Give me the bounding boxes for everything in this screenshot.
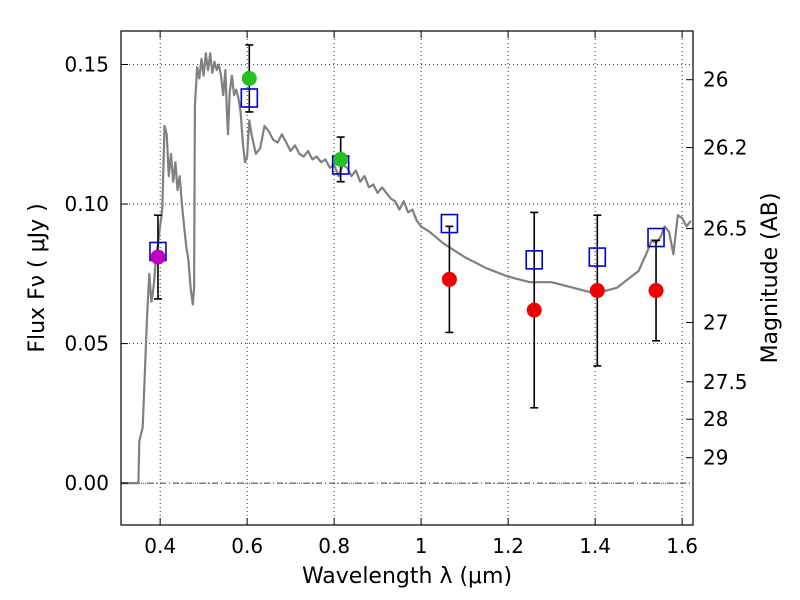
right-axis-title: Magnitude (AB) bbox=[758, 193, 783, 364]
sed-line bbox=[121, 52, 692, 485]
right-tick-label: 26.5 bbox=[703, 217, 748, 241]
x-tick-label: 1.2 bbox=[492, 534, 524, 558]
square-marker bbox=[240, 88, 259, 108]
circle-marker bbox=[441, 271, 457, 287]
circle-marker bbox=[241, 70, 257, 86]
square-marker bbox=[647, 227, 665, 248]
x-tick-label: 0.6 bbox=[231, 534, 263, 558]
right-tick-label: 27 bbox=[703, 311, 728, 335]
y-tick-label: 0.15 bbox=[64, 52, 109, 76]
x-tick-label: 0.4 bbox=[144, 534, 176, 558]
x-axis-title: Wavelength λ (μm) bbox=[302, 564, 512, 589]
right-tick-label: 26 bbox=[703, 68, 728, 92]
model-sed-curve bbox=[121, 52, 692, 485]
circle-marker bbox=[526, 302, 542, 318]
x-tick-label: 1 bbox=[415, 534, 428, 558]
y-tick-label: 0.00 bbox=[64, 471, 109, 495]
grid bbox=[121, 31, 693, 525]
circle-marker bbox=[333, 151, 349, 167]
right-tick-label: 26.2 bbox=[703, 136, 748, 160]
circle-marker bbox=[589, 283, 605, 299]
square-marker bbox=[588, 247, 607, 267]
right-tick-label: 28 bbox=[703, 407, 728, 431]
markers bbox=[149, 70, 665, 318]
y-tick-label: 0.10 bbox=[64, 192, 109, 216]
square-marker bbox=[440, 213, 459, 234]
x-tick-label: 1.6 bbox=[666, 534, 698, 558]
x-tick-label: 1.4 bbox=[579, 534, 611, 558]
y-tick-label: 0.05 bbox=[64, 332, 109, 356]
circle-marker bbox=[648, 283, 664, 299]
y-axis-title: Flux Fν ( μJy ) bbox=[25, 203, 50, 352]
square-marker bbox=[525, 250, 544, 270]
plot-frame bbox=[120, 30, 694, 526]
right-tick-label: 27.5 bbox=[703, 370, 748, 394]
tick-labels: 0.4 0.6 0.8 1 1.2 1.4 1.6 0.00 0.05 0.10 0.15 26 26.… bbox=[64, 52, 747, 558]
x-tick-label: 0.8 bbox=[318, 534, 350, 558]
right-tick-label: 29 bbox=[703, 446, 728, 470]
circle-marker bbox=[150, 249, 166, 265]
axis-ticks bbox=[121, 31, 693, 525]
